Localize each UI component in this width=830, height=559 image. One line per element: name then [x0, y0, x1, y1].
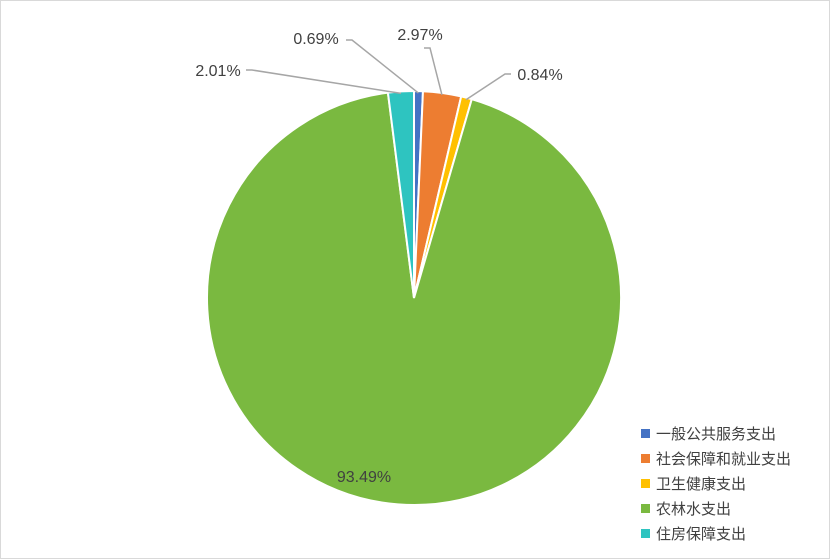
- leader-line-general-public-services: [346, 39, 419, 94]
- legend-swatch: [641, 479, 650, 488]
- legend-swatch: [641, 454, 650, 463]
- leader-lines: [246, 39, 511, 101]
- legend-item-agriculture: 农林水支出: [641, 496, 826, 521]
- legend-label: 社会保障和就业支出: [656, 450, 792, 468]
- legend-label: 一般公共服务支出: [656, 425, 777, 443]
- legend-swatch: [641, 504, 650, 513]
- legend-label: 农林水支出: [656, 500, 732, 518]
- legend-label: 卫生健康支出: [656, 475, 747, 493]
- legend-swatch: [641, 429, 650, 438]
- legend-swatch: [641, 529, 650, 538]
- data-labels: 0.69% 2.97% 0.84% 93.49% 2.01%: [195, 27, 562, 486]
- data-label-health: 0.84%: [517, 67, 562, 84]
- data-label-agriculture: 93.49%: [337, 469, 391, 486]
- data-label-general-public-services: 0.69%: [293, 31, 338, 48]
- legend-item-health: 卫生健康支出: [641, 471, 826, 496]
- leader-line-housing: [246, 69, 402, 95]
- pie-slice-housing: [386, 89, 415, 299]
- data-label-housing: 2.01%: [195, 63, 240, 80]
- pie-slices: [206, 89, 622, 506]
- legend-item-general-public-services: 一般公共服务支出: [641, 421, 826, 446]
- pie-slice-agriculture: [206, 91, 622, 506]
- legend-item-housing: 住房保障支出: [641, 521, 826, 546]
- leader-line-health: [465, 73, 511, 101]
- data-label-social-security: 2.97%: [397, 27, 442, 44]
- legend-label: 住房保障支出: [656, 525, 747, 543]
- legend: 一般公共服务支出 社会保障和就业支出 卫生健康支出 农林水支出 住房保障支出: [641, 421, 826, 546]
- legend-item-social-security: 社会保障和就业支出: [641, 446, 826, 471]
- leader-line-social-security: [424, 47, 443, 96]
